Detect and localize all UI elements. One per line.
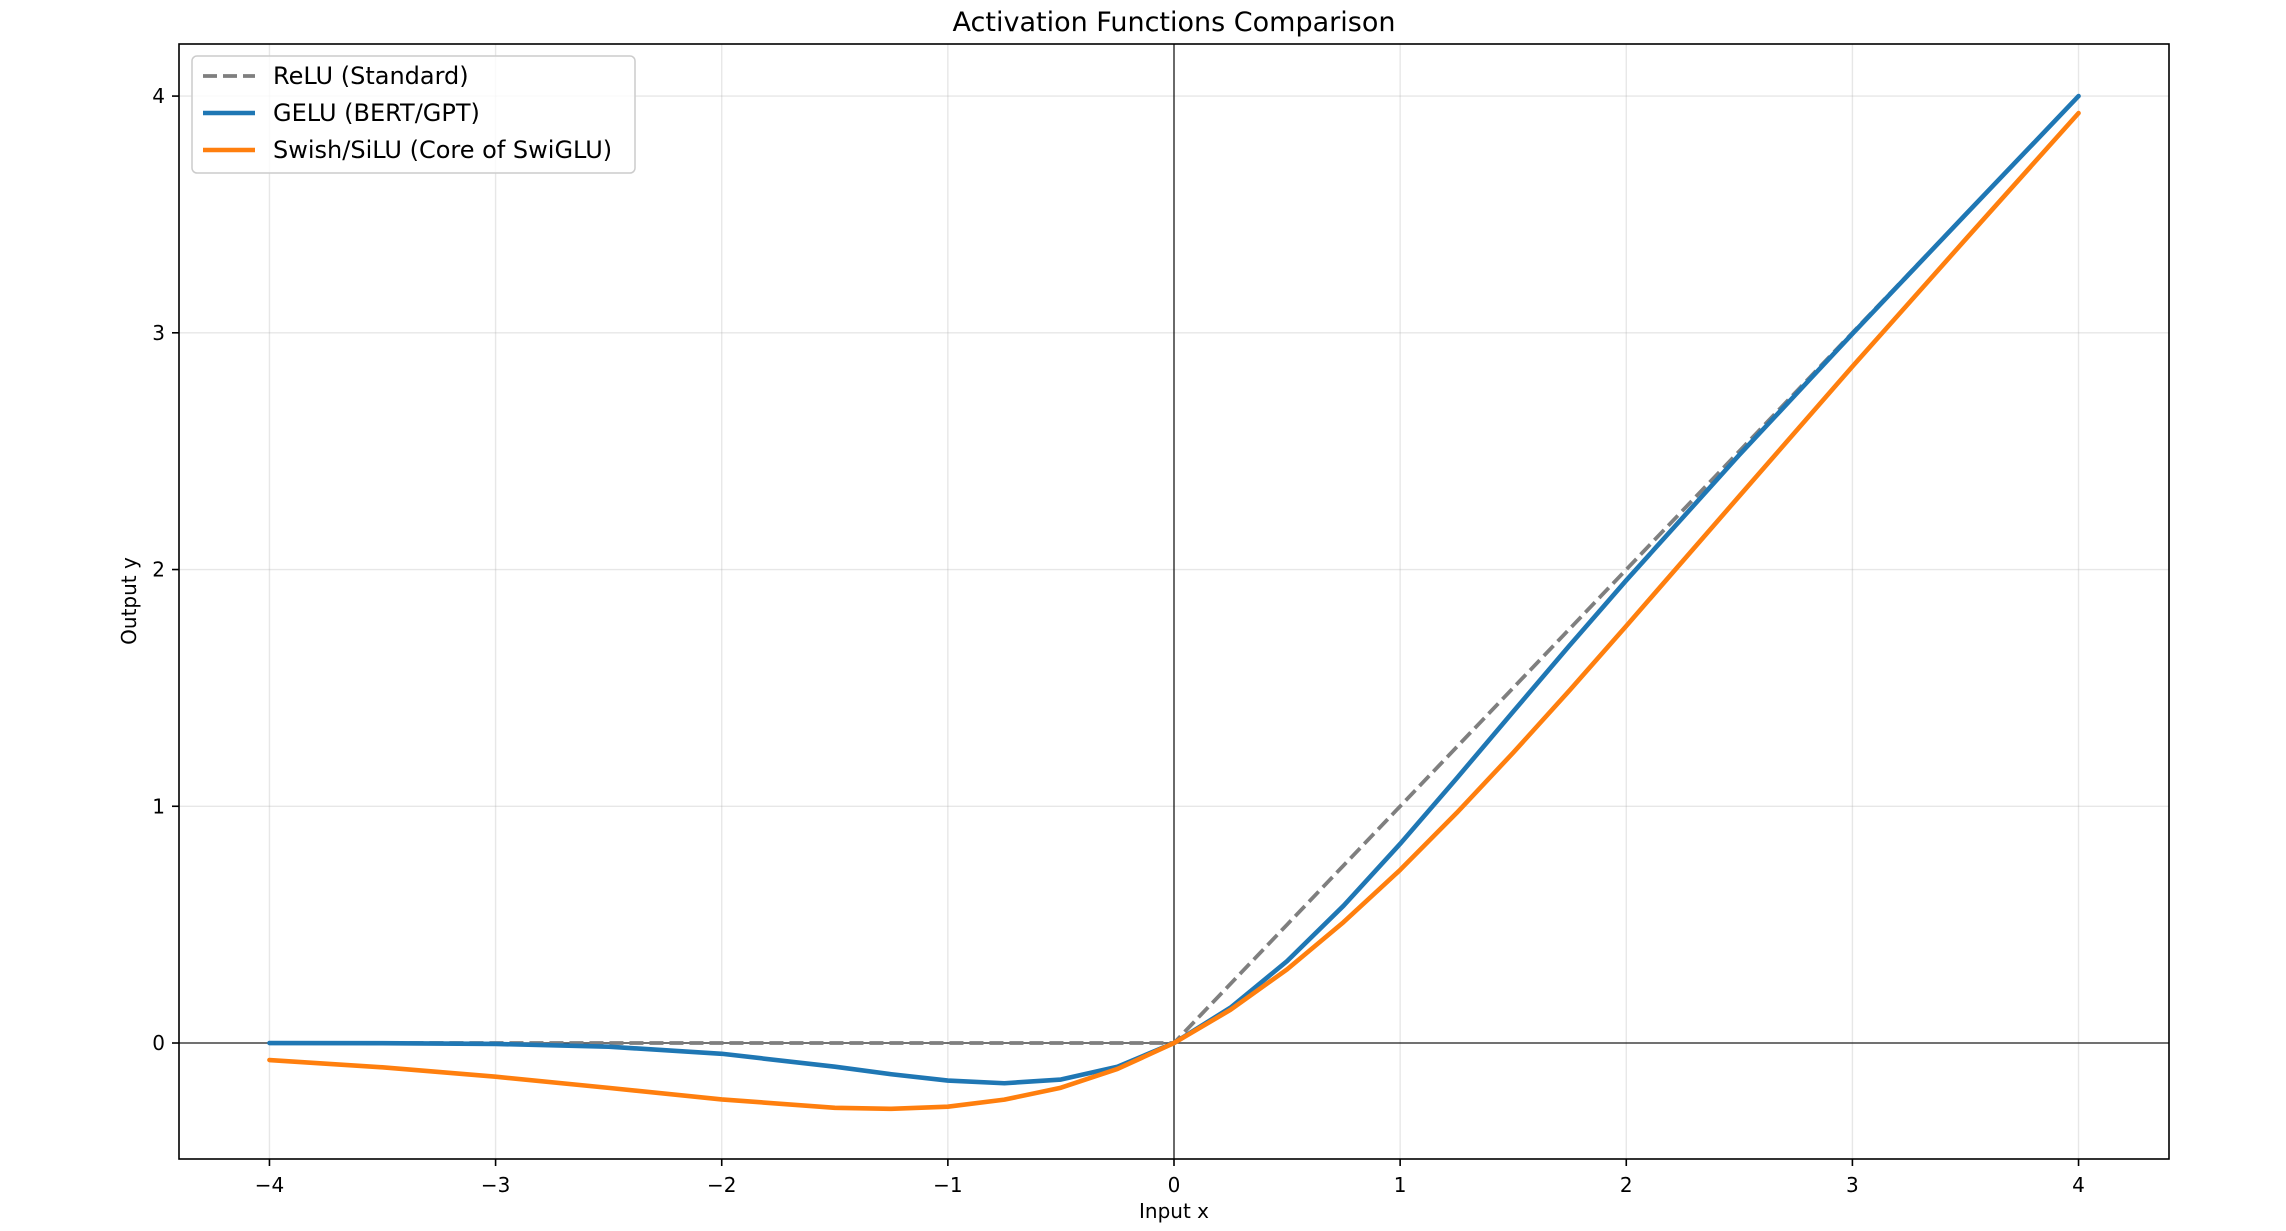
series-line-1 [269, 94, 2080, 1045]
y-tick-label: 4 [152, 84, 165, 108]
x-tick-label: 1 [1394, 1173, 1407, 1197]
legend-label-1: ReLU (Standard) [273, 62, 469, 90]
x-tick-label: −2 [707, 1173, 736, 1197]
axis-ticks: −4 −3 −2 −1 0 1 2 3 4 0 1 2 3 4 [152, 84, 2085, 1197]
x-tick-label: 4 [2072, 1173, 2085, 1197]
y-tick-label: 2 [152, 558, 165, 582]
x-tick-label: 0 [1168, 1173, 1181, 1197]
chart-title: Activation Functions Comparison [953, 7, 1396, 38]
x-tick-label: 3 [1846, 1173, 1859, 1197]
series-lines [267, 93, 2081, 1112]
legend-label-2: GELU (BERT/GPT) [273, 99, 480, 127]
x-axis-label: Input x [1139, 1199, 1209, 1223]
y-tick-label: 3 [152, 321, 165, 345]
x-tick-label: −3 [481, 1173, 510, 1197]
legend-box [191, 55, 636, 174]
y-tick-label: 0 [152, 1031, 165, 1055]
y-tick-label: 1 [152, 794, 165, 818]
x-tick-label: −4 [255, 1173, 284, 1197]
y-axis-label: Output y [117, 557, 141, 645]
series-line-3 [267, 110, 2081, 1112]
legend-label-3: Swish/SiLU (Core of SwiGLU) [273, 136, 612, 164]
legend: ReLU (Standard) GELU (BERT/GPT) Swish/SiLU… [191, 55, 636, 174]
x-tick-label: 2 [1620, 1173, 1633, 1197]
x-tick-label: −1 [933, 1173, 962, 1197]
